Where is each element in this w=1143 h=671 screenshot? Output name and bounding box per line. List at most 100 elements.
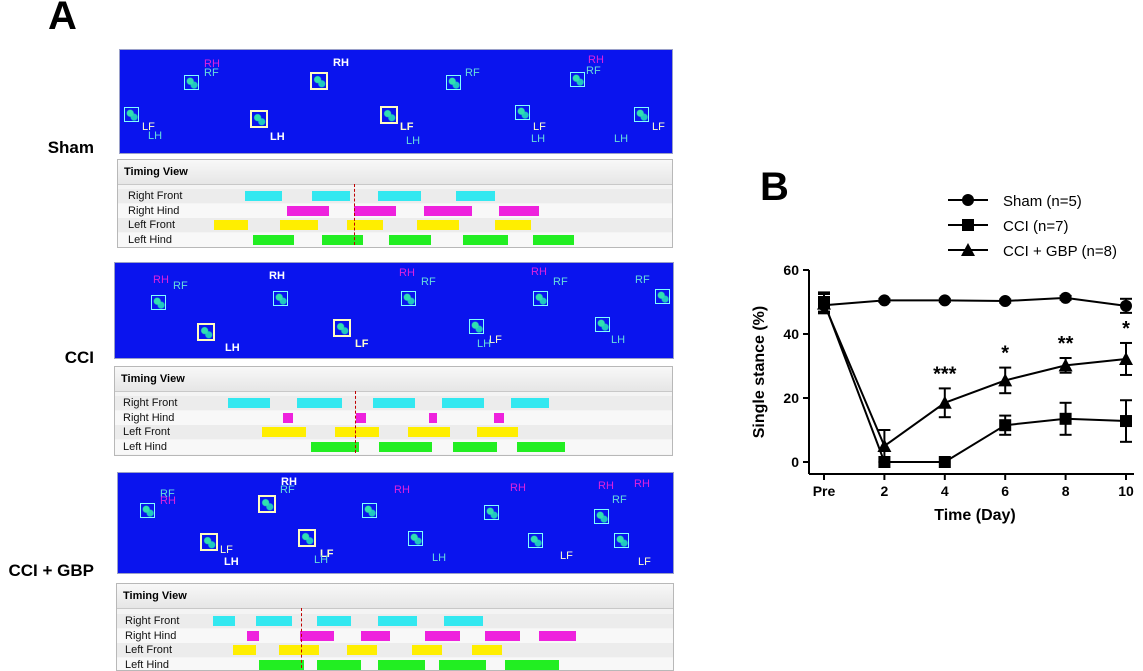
timing-bar <box>379 441 432 452</box>
x-axis-label: Time (Day) <box>934 507 1016 524</box>
group-label-cci-gbp: CCI + GBP <box>8 561 95 580</box>
paw-label-lh: LH <box>314 554 329 566</box>
timing-row: Left Front <box>115 425 672 439</box>
timing-bar <box>533 234 574 245</box>
paw-label-rf: RF <box>173 280 188 292</box>
paw-label-lf: LF <box>355 338 369 350</box>
paw-label-rf: RF <box>465 67 480 79</box>
chart-legend: Sham (n=5) CCI (n=7) CCI + GBP (n=8) <box>948 193 1117 260</box>
timing-bar <box>424 205 472 216</box>
x-tick-label: Pre <box>813 483 836 499</box>
y-axis-label: Single stance (%) <box>751 306 768 438</box>
timing-bar <box>347 645 377 655</box>
legend-label: Sham (n=5) <box>1003 193 1082 210</box>
timing-bar <box>253 234 294 245</box>
timing-bar <box>361 630 390 641</box>
paw-label-lf: LF <box>638 556 651 568</box>
timing-bar <box>442 398 484 408</box>
timing-bar <box>444 616 483 626</box>
paw-label-rh: RH <box>588 54 604 66</box>
single-stance-chart: 0 20 40 60 Pre 2 4 6 8 10 Time (Day) Single stance … <box>751 193 1134 524</box>
paw-label-lh: LH <box>270 131 285 143</box>
paw-print <box>140 503 155 518</box>
timing-bar <box>456 191 495 201</box>
timing-bar <box>312 191 350 201</box>
timing-row: Right Front <box>118 189 672 203</box>
paw-print <box>528 533 543 548</box>
paw-print <box>594 509 609 524</box>
y-tick-label: 20 <box>783 390 799 406</box>
timing-bar <box>245 191 282 201</box>
paw-label-lh: LH <box>432 552 447 564</box>
chart-marks: **** *** <box>817 291 1133 468</box>
timing-row: Left Hind <box>118 232 672 247</box>
timing-cursor <box>301 608 302 668</box>
panel-a-label: A <box>48 0 77 38</box>
timing-bar <box>499 205 539 216</box>
timing-row-label: Right Hind <box>128 204 180 217</box>
timing-bar <box>287 205 329 216</box>
timing-bar <box>417 220 459 230</box>
paw-print <box>197 323 215 341</box>
timing-row: Right Front <box>117 614 673 628</box>
timing-bar <box>477 427 518 437</box>
paw-print <box>298 529 316 547</box>
timing-bar <box>262 427 306 437</box>
data-point <box>1120 415 1132 428</box>
timing-bar <box>373 398 415 408</box>
timing-row-label: Right Front <box>123 397 178 409</box>
timing-bar <box>256 616 292 626</box>
paw-label-rf: RF <box>421 276 436 288</box>
paw-label-lf: LF <box>220 544 233 556</box>
data-point <box>877 439 892 452</box>
timing-bar <box>425 630 460 641</box>
paw-label-lf: LF <box>142 121 155 133</box>
paw-label-rh: RH <box>333 57 349 69</box>
y-tick-label: 60 <box>783 262 799 278</box>
paw-label-lf: LF <box>560 550 573 562</box>
paw-label-rh: RH <box>204 58 220 70</box>
data-point <box>878 294 891 307</box>
timing-bar <box>280 220 318 230</box>
timing-cursor <box>354 184 355 245</box>
timing-bar <box>429 412 437 423</box>
x-tick-label: 6 <box>1001 483 1009 499</box>
paw-label-lf: LF <box>489 334 502 346</box>
paw-label-lh: LH <box>531 133 546 145</box>
timing-bar <box>317 616 351 626</box>
timing-row-label: Left Hind <box>123 440 168 453</box>
timing-bar <box>463 234 508 245</box>
timing-row: Left Front <box>117 643 673 657</box>
timing-bar <box>408 427 450 437</box>
timing-bar <box>389 234 431 245</box>
paw-print <box>380 106 398 124</box>
data-point <box>962 194 974 206</box>
paw-label-rh: RH <box>160 495 176 507</box>
panel-b-label: B <box>760 165 789 209</box>
paw-print <box>333 319 351 337</box>
data-point <box>1119 351 1133 365</box>
timing-bar <box>485 630 520 641</box>
timing-row-label: Left Front <box>123 426 171 438</box>
paw-print <box>250 110 268 128</box>
paw-print <box>310 72 328 90</box>
paw-label-lh: LH <box>406 135 421 147</box>
paw-label-rh: RH <box>598 480 614 492</box>
paw-label-rf: RF <box>612 494 627 506</box>
timing-row-label: Right Front <box>128 190 183 202</box>
legend-label: CCI (n=7) <box>1003 218 1068 235</box>
data-point <box>937 395 952 409</box>
timing-bar <box>247 630 259 641</box>
timing-row-label: Right Front <box>125 615 180 627</box>
paw-label-rh: RH <box>399 267 415 279</box>
significance-label: * <box>1001 343 1009 365</box>
timing-bar <box>505 659 559 670</box>
timing-row: Left Hind <box>115 439 672 454</box>
paw-print <box>570 72 585 87</box>
x-tick-label: 4 <box>941 483 949 499</box>
timing-bar <box>356 412 366 423</box>
timing-bar <box>317 659 361 670</box>
paw-label-lf: LF <box>533 121 546 133</box>
timing-bar <box>311 441 359 452</box>
timing-bar <box>283 412 293 423</box>
